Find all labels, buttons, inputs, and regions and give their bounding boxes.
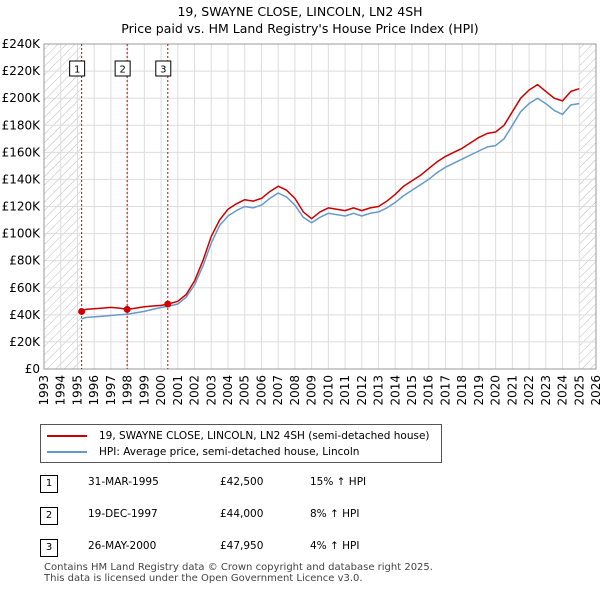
sale-label-box bbox=[155, 60, 172, 77]
y-tick-label: £60K bbox=[9, 281, 41, 295]
sale-label-box bbox=[114, 60, 131, 77]
legend-hpi-label: HPI: Average price, semi-detached house,… bbox=[99, 446, 360, 458]
sale-point bbox=[123, 305, 131, 313]
sale-row: 1 31-MAR-1995 £42,500 15% ↑ HPI bbox=[40, 472, 420, 504]
y-tick-label: £180K bbox=[2, 118, 42, 132]
legend-property-label: 19, SWAYNE CLOSE, LINCOLN, LN2 4SH (semi… bbox=[99, 430, 430, 442]
hpi-line bbox=[81, 97, 580, 320]
y-tick-label: £40K bbox=[9, 308, 41, 322]
legend-property-swatch bbox=[47, 435, 87, 437]
sale-row: 3 26-MAY-2000 £47,950 4% ↑ HPI bbox=[40, 536, 420, 568]
x-tick-label: 2005 bbox=[238, 375, 252, 406]
x-tick-label: 2002 bbox=[188, 375, 202, 406]
x-tick-label: 2003 bbox=[204, 375, 218, 406]
sale-point bbox=[164, 300, 172, 308]
sale-number: 2 bbox=[40, 507, 58, 525]
x-tick-label: 2016 bbox=[422, 375, 436, 406]
sales-table: 1 31-MAR-1995 £42,500 15% ↑ HPI 2 19-DEC… bbox=[40, 472, 420, 568]
x-tick-label: 2018 bbox=[455, 375, 469, 406]
x-tick-label: 2011 bbox=[338, 375, 352, 406]
x-tick-label: 2006 bbox=[254, 375, 268, 406]
sale-point bbox=[78, 307, 86, 315]
plot-frame bbox=[43, 43, 597, 370]
sale-row: 2 19-DEC-1997 £44,000 8% ↑ HPI bbox=[40, 504, 420, 536]
x-tick-label: 2008 bbox=[288, 375, 302, 406]
x-tick-label: 2020 bbox=[489, 375, 503, 406]
sale-price: £47,950 bbox=[220, 540, 264, 552]
x-tick-label: 1996 bbox=[87, 375, 101, 406]
sale-price: £42,500 bbox=[220, 476, 264, 488]
y-tick-label: £200K bbox=[2, 91, 42, 105]
y-tick-label: £120K bbox=[2, 200, 42, 214]
sale-number: 1 bbox=[40, 475, 58, 493]
x-tick-label: 2021 bbox=[505, 375, 519, 406]
chart-title: 19, SWAYNE CLOSE, LINCOLN, LN2 4SH Price… bbox=[0, 3, 600, 37]
x-tick-label: 2014 bbox=[388, 375, 402, 406]
sale-price: £44,000 bbox=[220, 508, 264, 520]
property-price-line bbox=[81, 83, 580, 313]
sale-label: 1 bbox=[74, 65, 80, 76]
y-tick-label: £160K bbox=[2, 145, 42, 159]
x-tick-label: 2025 bbox=[572, 375, 586, 406]
sale-label-box bbox=[69, 60, 86, 77]
x-tick-label: 2012 bbox=[355, 375, 369, 406]
x-tick-label: 2015 bbox=[405, 375, 419, 406]
x-tick-label: 1995 bbox=[70, 375, 84, 406]
x-tick-label: 1997 bbox=[104, 375, 118, 406]
sale-date: 26-MAY-2000 bbox=[88, 540, 157, 552]
footer-line1: Contains HM Land Registry data © Crown c… bbox=[44, 562, 433, 573]
x-tick-label: 2017 bbox=[438, 375, 452, 406]
y-tick-label: £100K bbox=[2, 227, 42, 241]
sale-hpi-change: 8% ↑ HPI bbox=[310, 508, 360, 520]
footer-line2: This data is licensed under the Open Gov… bbox=[44, 573, 363, 584]
x-tick-label: 1998 bbox=[121, 375, 135, 406]
x-tick-label: 2009 bbox=[305, 375, 319, 406]
y-tick-label: £240K bbox=[2, 37, 42, 51]
sale-number: 3 bbox=[40, 539, 58, 557]
sale-date: 31-MAR-1995 bbox=[88, 476, 159, 488]
x-tick-label: 2026 bbox=[589, 375, 600, 406]
x-tick-label: 2007 bbox=[271, 375, 285, 406]
x-tick-label: 2010 bbox=[321, 375, 335, 406]
sale-label: 3 bbox=[160, 65, 166, 76]
legend-hpi-swatch bbox=[47, 451, 87, 453]
x-tick-label: 1994 bbox=[54, 375, 68, 406]
legend: 19, SWAYNE CLOSE, LINCOLN, LN2 4SH (semi… bbox=[40, 424, 442, 463]
chart-title-line1: 19, SWAYNE CLOSE, LINCOLN, LN2 4SH bbox=[177, 4, 423, 19]
y-tick-label: £140K bbox=[2, 172, 42, 186]
x-tick-label: 2013 bbox=[372, 375, 386, 406]
sale-hpi-change: 4% ↑ HPI bbox=[310, 540, 360, 552]
x-tick-label: 1993 bbox=[37, 375, 51, 406]
x-tick-label: 2022 bbox=[522, 375, 536, 406]
y-tick-label: £220K bbox=[2, 64, 42, 78]
y-tick-label: £80K bbox=[9, 254, 41, 268]
x-tick-label: 2024 bbox=[556, 375, 570, 406]
y-tick-label: £0 bbox=[25, 362, 40, 376]
x-tick-label: 2023 bbox=[539, 375, 553, 406]
x-tick-label: 1999 bbox=[137, 375, 151, 406]
y-tick-label: £20K bbox=[9, 335, 41, 349]
price-chart: £0 £20K £40K £60K £80K £100K £120K £140K £160K £1… bbox=[2, 37, 600, 406]
x-tick-label: 2004 bbox=[221, 375, 235, 406]
sale-date: 19-DEC-1997 bbox=[88, 508, 158, 520]
chart-title-line2: Price paid vs. HM Land Registry's House … bbox=[121, 21, 479, 36]
x-tick-label: 2001 bbox=[171, 375, 185, 406]
sale-label: 2 bbox=[119, 65, 125, 76]
sale-hpi-change: 15% ↑ HPI bbox=[310, 476, 367, 488]
x-tick-label: 2000 bbox=[154, 375, 168, 406]
x-tick-label: 2019 bbox=[472, 375, 486, 406]
footer: Contains HM Land Registry data © Crown c… bbox=[44, 562, 433, 584]
